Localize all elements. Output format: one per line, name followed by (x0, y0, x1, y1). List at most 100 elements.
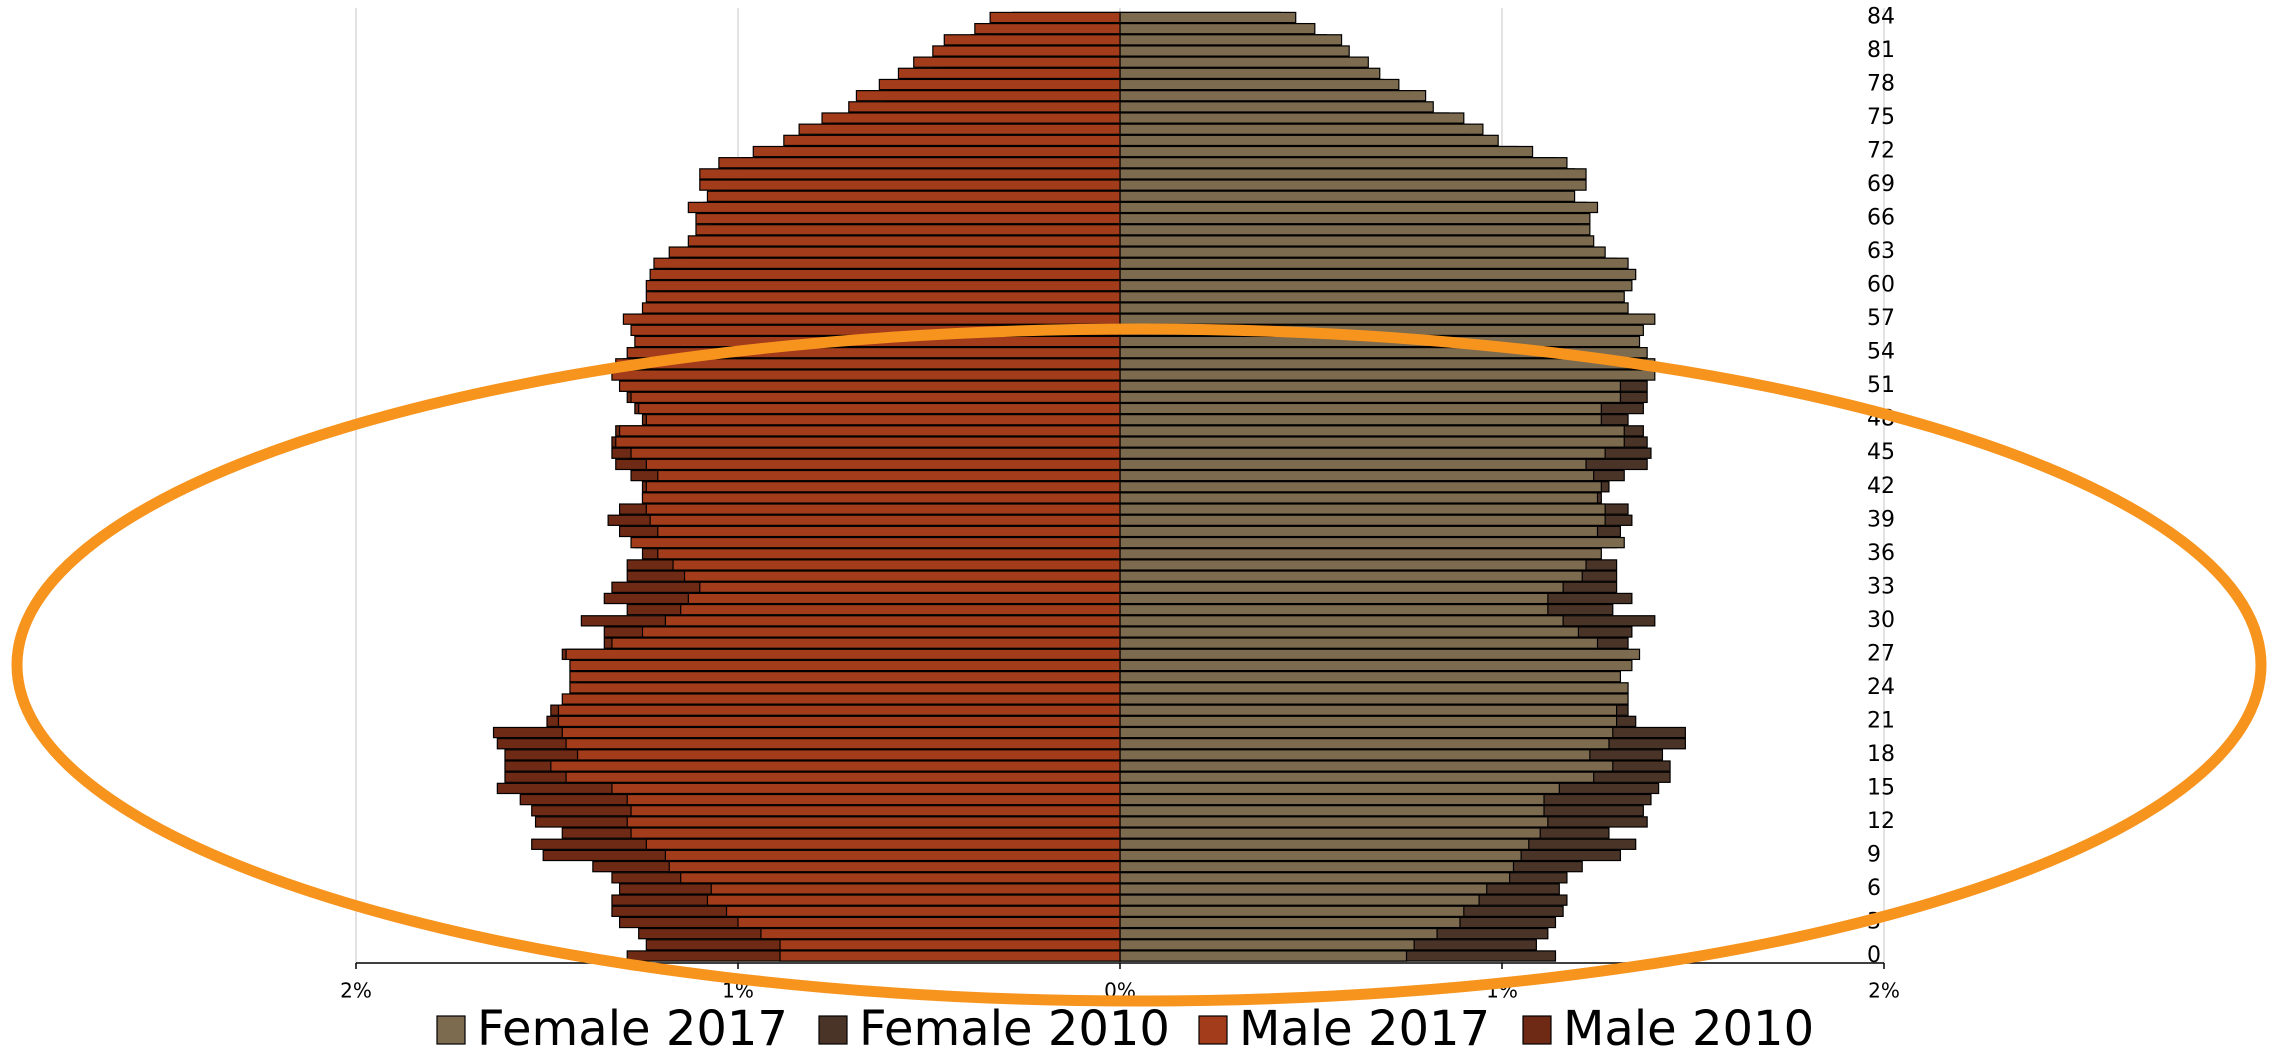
bar (1119, 212, 1591, 225)
bar (706, 190, 1121, 202)
bar (615, 436, 1121, 448)
bar (1119, 67, 1381, 80)
bar (1119, 425, 1625, 437)
bar (1119, 816, 1549, 828)
bar (1119, 257, 1629, 269)
y-tick-label: 66 (1867, 206, 1895, 231)
bar (645, 503, 1121, 515)
bar (932, 45, 1121, 57)
bar (645, 414, 1121, 426)
bar (1119, 145, 1534, 158)
legend-swatch (1198, 1015, 1228, 1045)
bar (680, 872, 1121, 884)
bar (645, 838, 1121, 850)
bar (1119, 905, 1465, 917)
bar (752, 145, 1121, 158)
bar (668, 246, 1121, 258)
bar (1119, 872, 1511, 884)
y-tick-label: 63 (1867, 239, 1895, 264)
highlight-ellipse (11, 323, 2267, 1007)
bar (653, 257, 1121, 269)
y-tick-label: 69 (1867, 172, 1895, 197)
bar (1119, 157, 1568, 169)
bar (657, 525, 1121, 538)
bar (1119, 268, 1637, 281)
bar (657, 469, 1121, 482)
bar (1119, 805, 1545, 817)
bar (1119, 760, 1614, 772)
bar (1119, 179, 1587, 191)
bar (569, 670, 1121, 683)
y-tick-label: 72 (1867, 139, 1895, 164)
bar (1119, 302, 1629, 314)
bar (848, 101, 1121, 113)
bar (565, 771, 1121, 783)
bar (737, 916, 1121, 929)
bar (1119, 190, 1576, 202)
bar (913, 56, 1121, 68)
legend-label: Female 2017 (477, 1001, 788, 1053)
bar (1119, 704, 1618, 716)
bar (1119, 771, 1595, 783)
bar (1119, 570, 1583, 582)
bar (974, 22, 1121, 35)
bar (1119, 291, 1625, 303)
legend-label: Male 2017 (1239, 1001, 1490, 1053)
bar (695, 224, 1121, 236)
bar (783, 134, 1121, 147)
bar (649, 268, 1121, 281)
bar (569, 682, 1121, 694)
bar (1119, 101, 1434, 113)
bar (561, 726, 1121, 739)
bar (1119, 592, 1549, 605)
bar (1119, 637, 1599, 649)
legend-swatch (1522, 1015, 1552, 1045)
x-tick-label: 2% (340, 979, 372, 1003)
bar (611, 782, 1121, 795)
bar (1119, 648, 1641, 661)
bar (1119, 391, 1622, 404)
bar (1119, 793, 1545, 806)
bar (1119, 279, 1633, 292)
y-tick-label: 27 (1867, 641, 1895, 666)
bar (1119, 458, 1587, 471)
legend-label: Male 2010 (1563, 1001, 1814, 1053)
bar (1119, 525, 1599, 538)
bar (626, 346, 1121, 359)
bar (683, 570, 1121, 582)
bar (630, 536, 1121, 549)
bar (989, 11, 1121, 24)
bar (1119, 481, 1602, 493)
bar (1119, 738, 1610, 750)
legend: Female 2017 Female 2010 Male 2017 Male 2010 (436, 1001, 1814, 1053)
bar (1119, 916, 1461, 929)
bar (550, 760, 1121, 772)
bar (569, 659, 1121, 672)
y-tick-label: 12 (1867, 809, 1895, 834)
bar (611, 637, 1121, 649)
y-tick-label: 18 (1867, 742, 1895, 767)
bar (1119, 939, 1415, 951)
bar (630, 827, 1121, 839)
bar (725, 905, 1121, 917)
y-tick-label: 36 (1867, 541, 1895, 566)
bar (1119, 34, 1343, 46)
bar (630, 805, 1121, 817)
bar (557, 704, 1121, 716)
y-tick-label: 81 (1867, 38, 1895, 63)
bar (557, 715, 1121, 728)
bar (1119, 883, 1488, 895)
bar (1119, 224, 1591, 236)
bar (1119, 78, 1400, 91)
bar (1119, 123, 1484, 135)
y-tick-label: 54 (1867, 340, 1895, 365)
bar (561, 693, 1121, 705)
bar (1119, 581, 1564, 593)
bar (1119, 559, 1587, 571)
bar (710, 883, 1121, 895)
bar (1119, 380, 1622, 392)
bar (821, 112, 1121, 124)
bar (630, 391, 1121, 404)
bar (855, 90, 1121, 102)
bar (699, 168, 1121, 180)
